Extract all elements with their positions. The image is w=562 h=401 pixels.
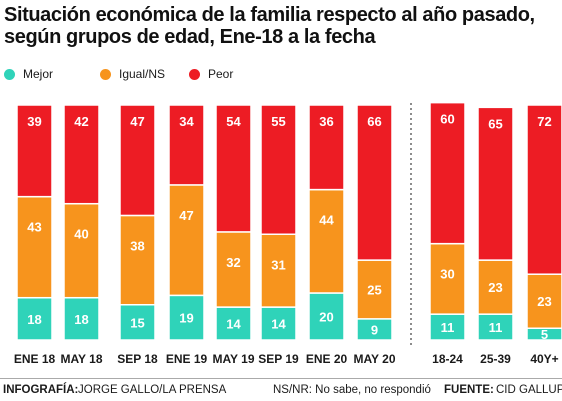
source-label: FUENTE: xyxy=(444,384,494,396)
bar-peor xyxy=(477,106,514,261)
data-label-mejor: 18 xyxy=(27,312,41,327)
bar-igual-ns xyxy=(16,195,53,299)
x-tick-label: SEP 18 xyxy=(117,352,158,366)
data-label-peor: 60 xyxy=(440,112,454,127)
data-label-peor: 36 xyxy=(319,114,333,129)
data-label-igual-ns: 31 xyxy=(271,257,285,272)
legend-item-mejor: Mejor xyxy=(4,67,53,81)
data-label-igual-ns: 23 xyxy=(537,294,551,309)
bar-igual-ns xyxy=(119,214,156,306)
data-label-peor: 65 xyxy=(488,116,502,131)
legend-swatch-mejor xyxy=(4,68,15,80)
bar-peor xyxy=(16,104,53,198)
legend-item-peor: Peor xyxy=(189,67,233,81)
x-tick-label: ENE 19 xyxy=(166,352,208,366)
data-label-peor: 34 xyxy=(179,114,194,129)
bar-mejor xyxy=(429,313,466,341)
bar-igual-ns xyxy=(308,188,345,294)
x-tick-label: 25-39 xyxy=(480,352,511,366)
bar-peor xyxy=(119,104,156,217)
legend-swatch-igual xyxy=(100,68,111,80)
data-label-peor: 66 xyxy=(367,114,381,129)
bar-mejor xyxy=(215,306,252,341)
x-tick-label: MAY 20 xyxy=(353,352,395,366)
data-label-mejor: 14 xyxy=(226,317,241,332)
legend-label-mejor: Mejor xyxy=(23,67,54,81)
bar-mejor xyxy=(16,296,53,341)
source-value: CID GALLUP xyxy=(496,384,562,396)
credit-value: JORGE GALLO/LA PRENSA xyxy=(78,384,227,396)
chart-title: Situación económica de la familia respec… xyxy=(4,4,535,48)
data-label-mejor: 5 xyxy=(541,327,548,342)
data-label-peor: 39 xyxy=(27,114,41,129)
legend-label-igual: Igual/NS xyxy=(119,67,166,81)
credit-label: INFOGRAFÍA: xyxy=(3,384,79,396)
data-label-peor: 47 xyxy=(130,114,144,129)
data-label-igual-ns: 44 xyxy=(319,213,334,228)
footer: INFOGRAFÍA: JORGE GALLO/LA PRENSA NS/NR:… xyxy=(0,378,562,401)
data-label-igual-ns: 38 xyxy=(130,238,144,253)
x-tick-label: MAY 19 xyxy=(212,352,254,366)
data-label-mejor: 20 xyxy=(319,310,333,325)
data-label-igual-ns: 25 xyxy=(367,282,381,297)
data-label-igual-ns: 32 xyxy=(226,255,240,270)
data-label-igual-ns: 23 xyxy=(488,280,502,295)
bar-igual-ns xyxy=(63,202,100,299)
data-label-mejor: 18 xyxy=(74,312,88,327)
data-label-igual-ns: 40 xyxy=(74,227,88,242)
data-label-peor: 55 xyxy=(271,114,285,129)
bar-igual-ns xyxy=(168,184,205,297)
data-label-igual-ns: 43 xyxy=(27,220,41,235)
legend-label-peor: Peor xyxy=(208,67,234,81)
bar-igual-ns xyxy=(215,231,252,308)
legend-swatch-peor xyxy=(189,68,200,80)
bar-mejor xyxy=(168,294,205,341)
data-label-mejor: 11 xyxy=(489,320,503,335)
data-label-peor: 54 xyxy=(226,114,241,129)
data-label-mejor: 9 xyxy=(371,322,378,337)
x-tick-label: SEP 19 xyxy=(258,352,299,366)
bar-peor xyxy=(168,104,205,186)
bar-peor xyxy=(356,104,393,261)
x-tick-label: ENE 18 xyxy=(14,352,56,366)
data-label-mejor: 14 xyxy=(271,317,286,332)
bar-peor xyxy=(260,104,297,235)
bar-peor xyxy=(308,104,345,191)
legend-item-igual: Igual/NS xyxy=(100,67,165,81)
x-tick-label: MAY 18 xyxy=(60,352,102,366)
bar-mejor xyxy=(260,306,297,341)
stacked-bar-chart: 18 43 39 ENE 18 18 40 42 MAY 18 15 38 47 SEP 18 19 47… xyxy=(14,101,562,366)
x-tick-label: 18-24 xyxy=(432,352,463,366)
bar-igual-ns xyxy=(356,259,393,320)
data-label-peor: 72 xyxy=(537,114,551,129)
data-label-igual-ns: 30 xyxy=(440,267,454,282)
data-label-mejor: 15 xyxy=(130,315,144,330)
footer-note: NS/NR: No sabe, no respondió xyxy=(273,384,431,396)
chart-legend: Mejor Igual/NS Peor xyxy=(4,67,404,85)
x-tick-label: 40Y+ xyxy=(530,352,558,366)
bar-igual-ns xyxy=(429,242,466,315)
bar-peor xyxy=(215,104,252,233)
bar-peor xyxy=(429,101,466,245)
data-label-mejor: 11 xyxy=(441,320,455,335)
bar-peor xyxy=(526,104,562,275)
data-label-peor: 42 xyxy=(74,114,88,129)
bar-mejor xyxy=(477,313,514,341)
data-label-igual-ns: 47 xyxy=(179,208,193,223)
bar-peor xyxy=(63,104,100,205)
x-tick-label: ENE 20 xyxy=(306,352,348,366)
bar-igual-ns xyxy=(260,233,297,308)
bar-mejor xyxy=(308,292,345,341)
data-label-mejor: 19 xyxy=(179,311,193,326)
